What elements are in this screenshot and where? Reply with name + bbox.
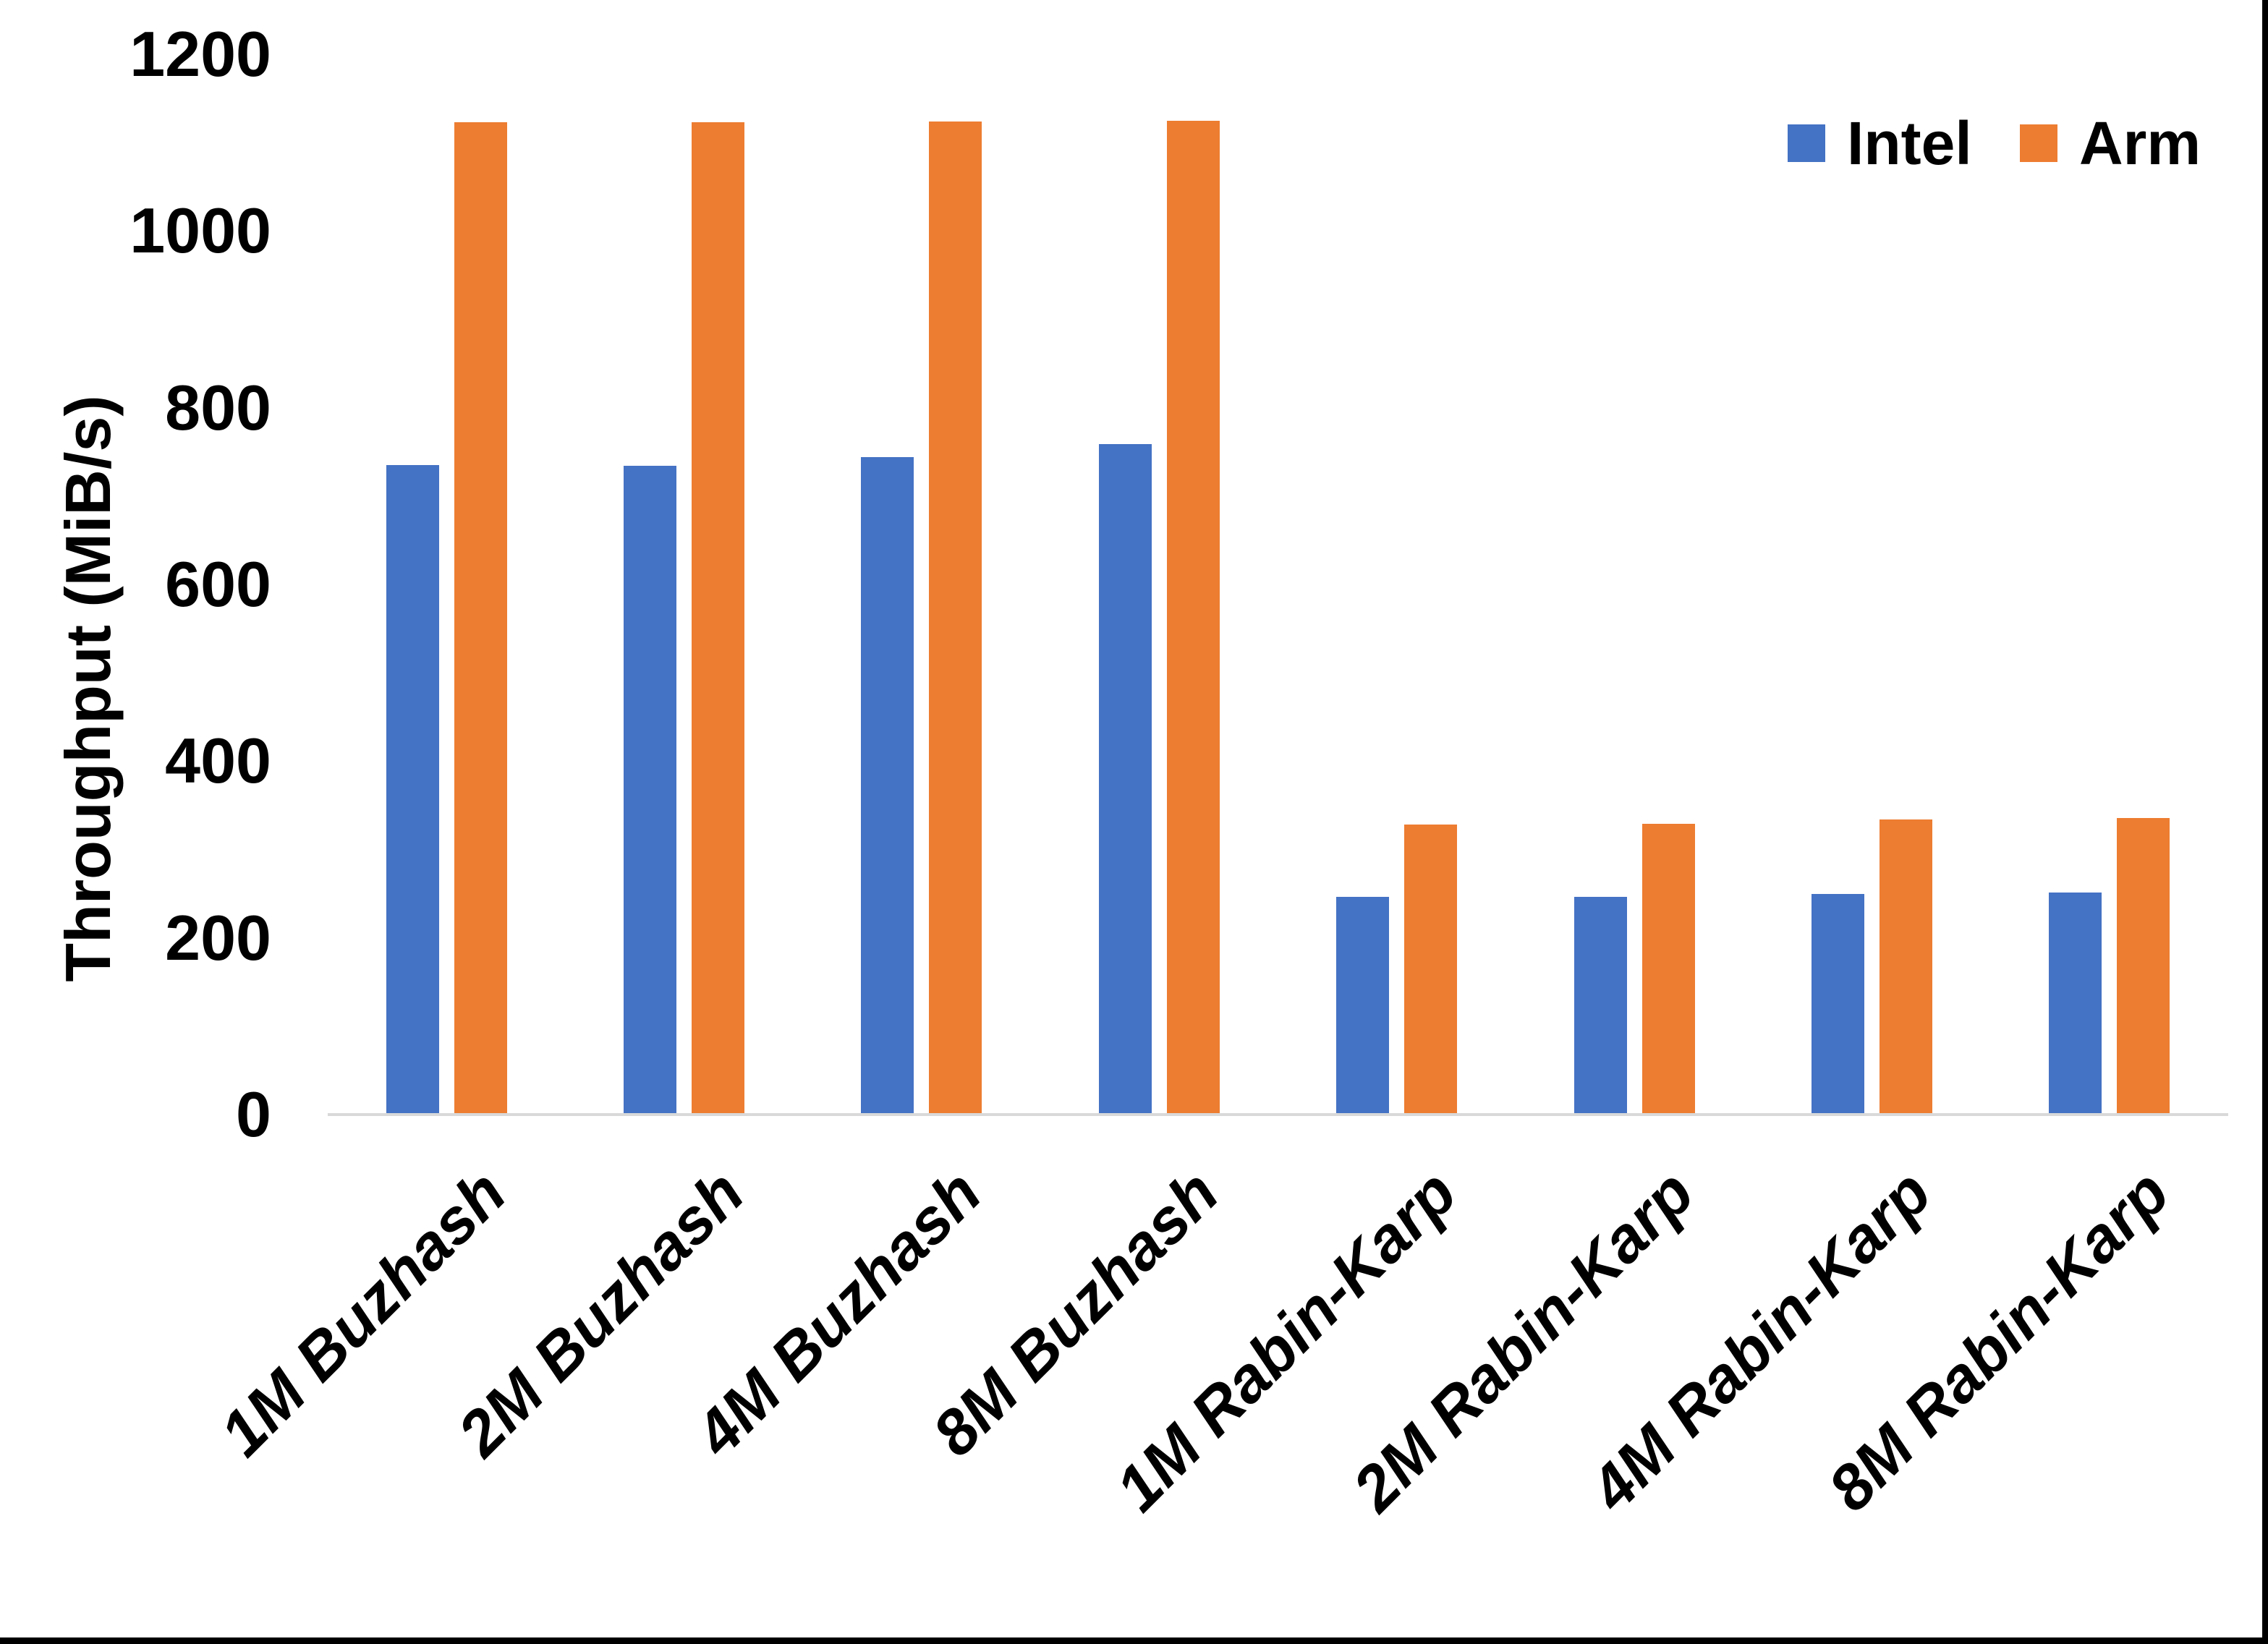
bar-arm-8m-rabin-karp (2117, 817, 2170, 1115)
y-tick-label-600: 600 (165, 548, 271, 620)
bar-arm-2m-buzhash (692, 122, 745, 1115)
y-tick-label-0: 0 (236, 1078, 271, 1150)
bar-intel-4m-buzhash (861, 457, 914, 1115)
bar-arm-1m-buzhash (454, 122, 507, 1115)
bar-arm-8m-buzhash (1166, 120, 1220, 1115)
window-border-bottom (0, 1637, 2268, 1644)
legend-item-intel: Intel (1788, 109, 1972, 177)
bar-intel-8m-buzhash (1098, 443, 1152, 1115)
window-border-right (2262, 0, 2268, 1644)
bar-arm-2m-rabin-karp (1641, 824, 1695, 1115)
y-tick-label-800: 800 (165, 371, 271, 443)
bar-intel-1m-buzhash (386, 465, 439, 1115)
x-category-label-1m-buzhash: 1M Buzhash (205, 1156, 519, 1470)
y-tick-label-200: 200 (165, 901, 271, 974)
bar-intel-2m-buzhash (624, 466, 677, 1115)
x-axis-baseline (328, 1113, 2228, 1116)
legend-item-arm: Arm (2020, 109, 2201, 177)
bar-arm-4m-buzhash (929, 121, 982, 1115)
y-axis-title: Throughput (MiB/s) (52, 395, 124, 982)
bar-arm-1m-rabin-karp (1404, 825, 1458, 1115)
bar-intel-4m-rabin-karp (1811, 893, 1864, 1115)
legend-label-arm: Arm (2079, 109, 2201, 177)
bar-intel-1m-rabin-karp (1336, 897, 1390, 1115)
y-tick-label-400: 400 (165, 725, 271, 797)
legend-swatch-intel (1788, 124, 1825, 162)
legend-swatch-arm (2020, 124, 2057, 162)
legend: Intel Arm (0, 109, 2268, 177)
bar-arm-4m-rabin-karp (1879, 819, 1932, 1115)
legend-label-intel: Intel (1847, 109, 1972, 177)
y-tick-label-1000: 1000 (129, 195, 271, 267)
y-tick-label-1200: 1200 (129, 18, 271, 90)
bar-intel-8m-rabin-karp (2049, 893, 2102, 1115)
bar-intel-2m-rabin-karp (1573, 897, 1627, 1115)
